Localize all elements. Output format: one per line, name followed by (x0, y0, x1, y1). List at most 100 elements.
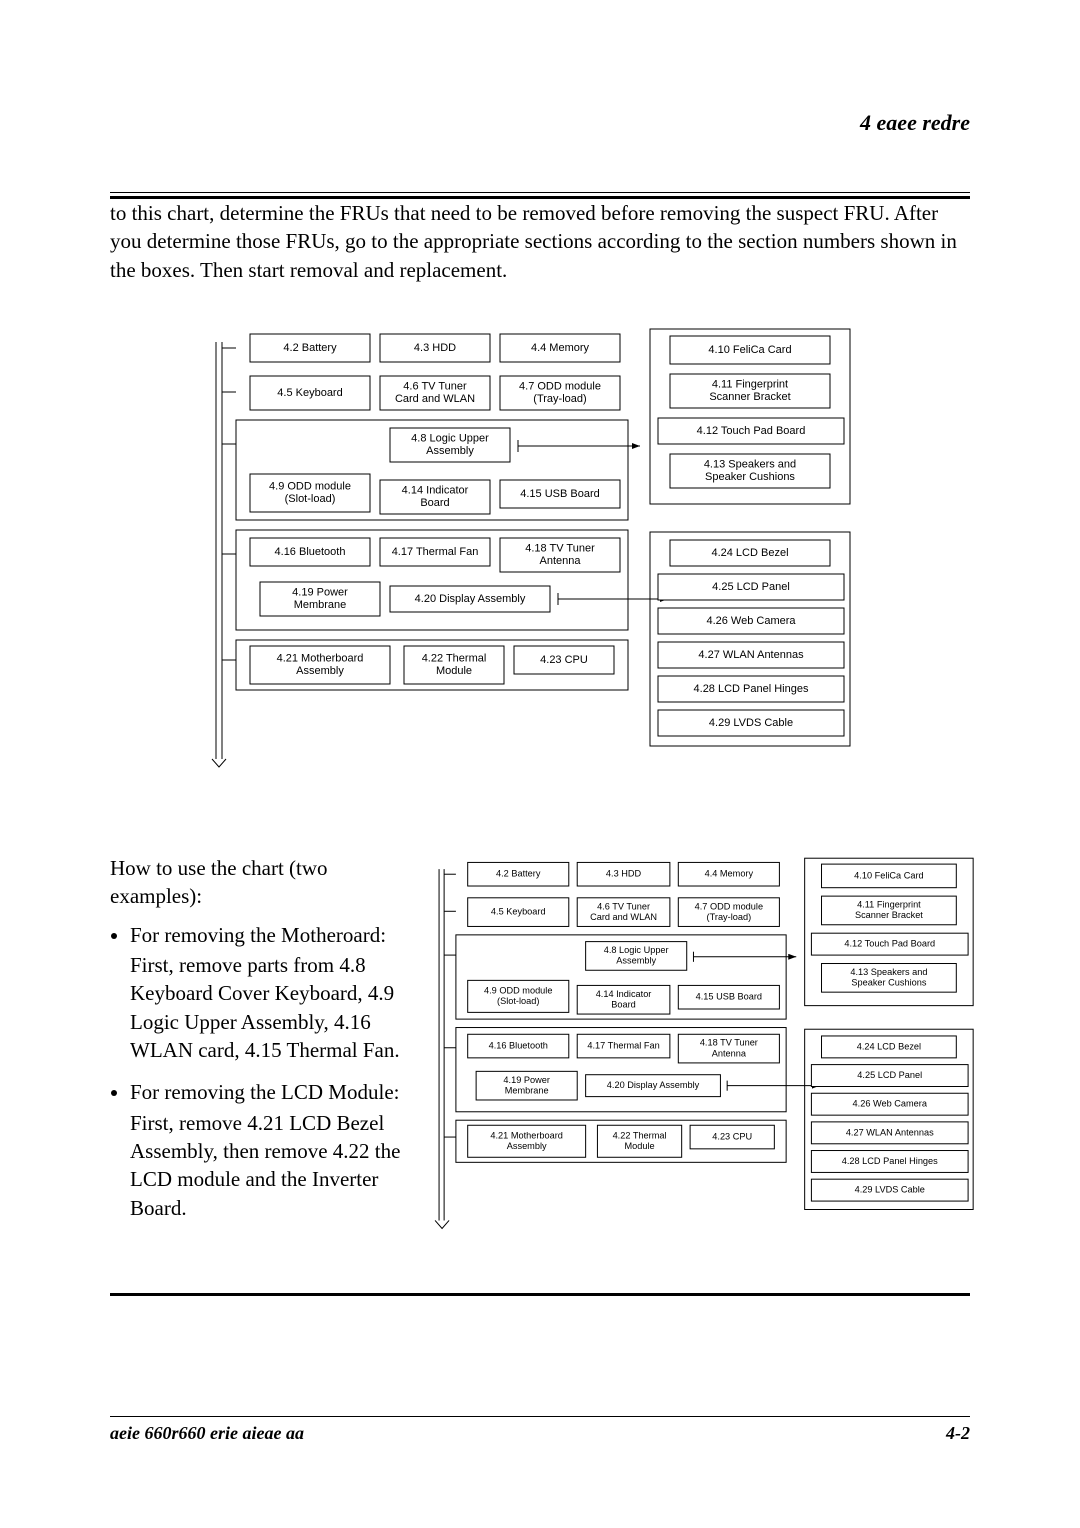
flowchart-small-wrap: 4.2 Battery 4.3 HDD 4.4 Memory 4.5 Keyboard… (434, 854, 990, 1263)
svg-text:4.10 FeliCa Card: 4.10 FeliCa Card (854, 870, 923, 880)
howto-item-0: For removing the Motheroard: First, remo… (130, 921, 410, 1065)
svg-text:4.19 Power: 4.19 Power (292, 587, 348, 599)
howto-item-1-body: First, remove 4.21 LCD Bezel Assembly, t… (130, 1109, 410, 1222)
svg-text:4.10 FeliCa Card: 4.10 FeliCa Card (708, 344, 791, 356)
svg-text:4.27 WLAN Antennas: 4.27 WLAN Antennas (698, 649, 804, 661)
svg-text:4.24 LCD Bezel: 4.24 LCD Bezel (711, 547, 788, 559)
svg-text:4.25 LCD Panel: 4.25 LCD Panel (712, 581, 790, 593)
svg-text:4.7 ODD module: 4.7 ODD module (695, 901, 763, 911)
svg-text:4.14 Indicator: 4.14 Indicator (596, 989, 652, 999)
svg-text:4.17 Thermal Fan: 4.17 Thermal Fan (587, 1041, 659, 1051)
svg-text:4.16 Bluetooth: 4.16 Bluetooth (275, 546, 346, 558)
svg-text:4.20 Display Assembly: 4.20 Display Assembly (607, 1080, 700, 1090)
svg-text:Antenna: Antenna (540, 555, 582, 567)
svg-text:(Tray-load): (Tray-load) (707, 912, 752, 922)
svg-text:Speaker Cushions: Speaker Cushions (851, 978, 926, 988)
svg-text:4.11 Fingerprint: 4.11 Fingerprint (857, 900, 921, 910)
flowchart-big: 4.2 Battery 4.3 HDD 4.4 Memory 4.5 Keyboard… (210, 324, 870, 804)
howto-item-0-head: For removing the Motheroard: (130, 923, 386, 947)
svg-text:4.21 Motherboard: 4.21 Motherboard (277, 653, 364, 665)
svg-text:4.28 LCD Panel Hinges: 4.28 LCD Panel Hinges (694, 683, 809, 695)
svg-text:4.8 Logic Upper: 4.8 Logic Upper (604, 945, 669, 955)
svg-text:4.26 Web Camera: 4.26 Web Camera (706, 615, 796, 627)
svg-text:(Slot-load): (Slot-load) (497, 996, 539, 1006)
svg-text:Scanner Bracket: Scanner Bracket (855, 910, 923, 920)
footer-left: aeie 660r660 erie aieae aa (110, 1423, 304, 1444)
flowchart-small: 4.2 Battery 4.3 HDD 4.4 Memory 4.5 Keyboard… (434, 854, 990, 1258)
svg-text:4.13 Speakers and: 4.13 Speakers and (850, 967, 927, 977)
howto-title: How to use the chart (two examples): (110, 854, 410, 911)
page-header: 4 eaee redre (110, 110, 970, 199)
intro-paragraph: to this chart, determine the FRUs that n… (110, 199, 970, 284)
svg-text:Module: Module (624, 1141, 654, 1151)
svg-text:4.14 Indicator: 4.14 Indicator (402, 485, 469, 497)
svg-text:4.12 Touch Pad Board: 4.12 Touch Pad Board (697, 425, 806, 437)
svg-text:4.23 CPU: 4.23 CPU (540, 654, 588, 666)
svg-text:4.2 Battery: 4.2 Battery (496, 869, 541, 879)
svg-text:4.9 ODD module: 4.9 ODD module (484, 986, 552, 996)
flowchart-big-wrap: 4.2 Battery 4.3 HDD 4.4 Memory 4.5 Keyboard… (110, 324, 970, 804)
howto-section: How to use the chart (two examples): For… (110, 854, 970, 1263)
footer-rule-thick (110, 1293, 970, 1296)
header-rule-thin (110, 192, 970, 193)
svg-text:4.18 TV Tuner: 4.18 TV Tuner (525, 543, 595, 555)
howto-item-1: For removing the LCD Module: First, remo… (130, 1078, 410, 1222)
svg-text:4.22 Thermal: 4.22 Thermal (613, 1130, 667, 1140)
svg-text:4.8 Logic Upper: 4.8 Logic Upper (411, 433, 489, 445)
svg-text:4.6 TV Tuner: 4.6 TV Tuner (403, 381, 467, 393)
svg-text:4.24 LCD Bezel: 4.24 LCD Bezel (857, 1041, 921, 1051)
svg-text:4.25 LCD Panel: 4.25 LCD Panel (857, 1070, 922, 1080)
svg-text:Assembly: Assembly (296, 665, 344, 677)
svg-text:4.21 Motherboard: 4.21 Motherboard (490, 1130, 563, 1140)
svg-text:4.5 Keyboard: 4.5 Keyboard (277, 387, 342, 399)
document-page: 4 eaee redre to this chart, determine th… (0, 0, 1080, 1494)
svg-text:(Tray-load): (Tray-load) (533, 393, 586, 405)
svg-text:Board: Board (611, 999, 636, 1009)
svg-text:Speaker Cushions: Speaker Cushions (705, 471, 795, 483)
svg-text:4.3 HDD: 4.3 HDD (414, 342, 456, 354)
svg-text:4.16 Bluetooth: 4.16 Bluetooth (489, 1041, 548, 1051)
svg-text:4.3 HDD: 4.3 HDD (606, 869, 642, 879)
svg-text:Antenna: Antenna (712, 1048, 747, 1058)
howto-item-0-body: First, remove parts from 4.8 Keyboard Co… (130, 951, 410, 1064)
svg-text:Assembly: Assembly (426, 445, 474, 457)
svg-text:4.27 WLAN Antennas: 4.27 WLAN Antennas (846, 1127, 934, 1137)
howto-item-1-head: For removing the LCD Module: (130, 1080, 399, 1104)
svg-text:4.13 Speakers and: 4.13 Speakers and (704, 459, 796, 471)
svg-text:4.22 Thermal: 4.22 Thermal (422, 653, 487, 665)
header-title: 4 eaee redre (110, 110, 970, 142)
footer-right: 4-2 (946, 1423, 970, 1444)
svg-text:Card and WLAN: Card and WLAN (395, 393, 475, 405)
svg-text:Module: Module (436, 665, 472, 677)
svg-text:4.18 TV Tuner: 4.18 TV Tuner (700, 1038, 758, 1048)
svg-text:4.19 Power: 4.19 Power (503, 1075, 549, 1085)
svg-text:4.15 USB Board: 4.15 USB Board (696, 992, 762, 1002)
svg-text:4.23 CPU: 4.23 CPU (712, 1132, 752, 1142)
svg-text:4.29 LVDS Cable: 4.29 LVDS Cable (855, 1185, 925, 1195)
svg-text:4.28 LCD Panel Hinges: 4.28 LCD Panel Hinges (842, 1156, 938, 1166)
svg-text:4.9 ODD module: 4.9 ODD module (269, 481, 351, 493)
svg-text:Membrane: Membrane (294, 599, 347, 611)
svg-text:Scanner Bracket: Scanner Bracket (709, 391, 790, 403)
svg-text:Assembly: Assembly (507, 1141, 547, 1151)
svg-text:4.6 TV Tuner: 4.6 TV Tuner (597, 901, 650, 911)
svg-text:Board: Board (420, 497, 449, 509)
svg-text:4.29 LVDS Cable: 4.29 LVDS Cable (709, 717, 793, 729)
svg-text:4.11 Fingerprint: 4.11 Fingerprint (712, 379, 788, 391)
howto-text: How to use the chart (two examples): For… (110, 854, 410, 1236)
svg-text:4.7 ODD module: 4.7 ODD module (519, 381, 601, 393)
svg-text:Membrane: Membrane (505, 1085, 549, 1095)
svg-text:Assembly: Assembly (616, 956, 656, 966)
footer: aeie 660r660 erie aieae aa 4-2 (110, 1293, 970, 1444)
svg-text:4.20 Display Assembly: 4.20 Display Assembly (415, 593, 526, 605)
svg-text:4.17 Thermal Fan: 4.17 Thermal Fan (392, 546, 479, 558)
howto-list: For removing the Motheroard: First, remo… (110, 921, 410, 1222)
svg-text:4.2 Battery: 4.2 Battery (283, 342, 337, 354)
svg-text:(Slot-load): (Slot-load) (285, 493, 336, 505)
svg-text:4.4 Memory: 4.4 Memory (531, 342, 590, 354)
svg-text:Card and WLAN: Card and WLAN (590, 912, 657, 922)
svg-text:4.26 Web Camera: 4.26 Web Camera (853, 1099, 928, 1109)
svg-text:4.5 Keyboard: 4.5 Keyboard (491, 907, 546, 917)
svg-text:4.15 USB Board: 4.15 USB Board (520, 488, 600, 500)
svg-text:4.4 Memory: 4.4 Memory (705, 869, 754, 879)
